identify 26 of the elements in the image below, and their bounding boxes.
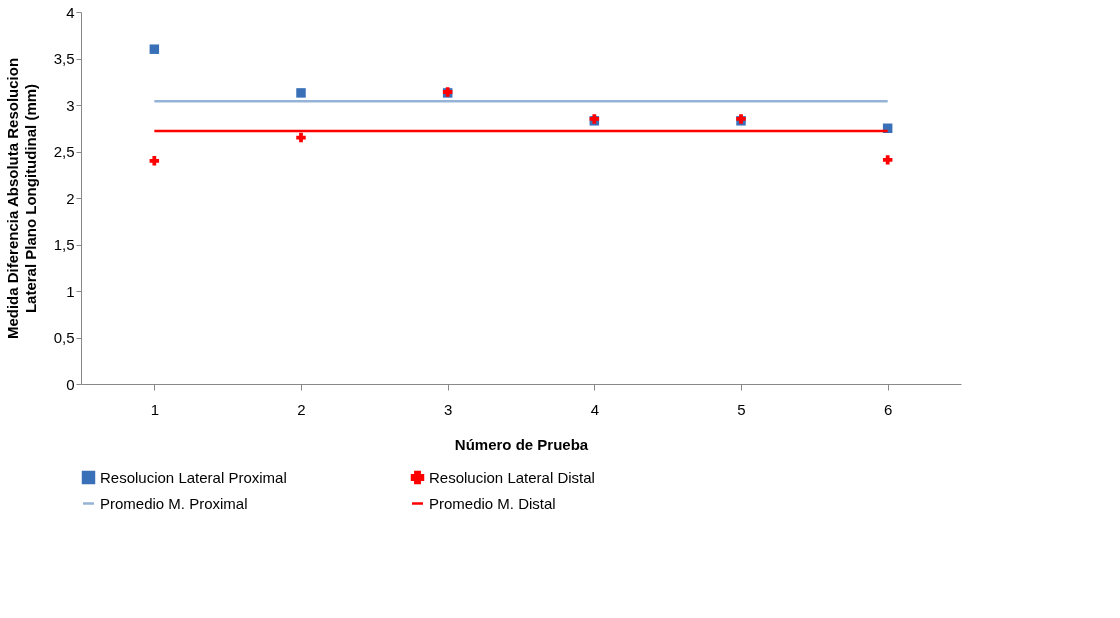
- y-tick-label: 2,5: [53, 143, 75, 160]
- x-tick-label: 3: [443, 400, 453, 418]
- y-tick-label: 4: [66, 3, 75, 21]
- y-tick-label: 1,5: [53, 236, 75, 253]
- y-axis-title: Medida Diferencia Absoluta Resolucion Lateral Plano Longitudinal (mm): [3, 57, 39, 340]
- legend-label: Promedio M. Distal: [429, 494, 556, 512]
- x-tick-label: 2: [297, 400, 306, 418]
- x-tick-label: 6: [883, 400, 893, 418]
- point: [296, 88, 306, 98]
- x-tick-label: 4: [590, 400, 600, 418]
- legend-label: Resolucion Lateral Distal: [429, 468, 595, 486]
- y-tick-label: 3,5: [53, 50, 75, 67]
- legend-label: Promedio M. Proximal: [100, 494, 248, 512]
- x-axis-title: Número de Prueba: [454, 435, 589, 453]
- legend-label: Resolucion Lateral Proximal: [100, 468, 287, 486]
- point: [149, 44, 160, 54]
- y-tick-label: 2: [66, 189, 75, 207]
- x-tick-label: 1: [150, 400, 160, 418]
- y-tick-label: 0: [66, 375, 75, 393]
- y-tick-label: 0,5: [53, 329, 75, 346]
- point: [149, 156, 160, 166]
- y-tick-label: 1: [66, 282, 75, 300]
- point: [882, 155, 893, 165]
- x-tick-label: 5: [737, 400, 746, 418]
- point: [296, 132, 306, 143]
- y-tick-label: 3: [66, 96, 75, 114]
